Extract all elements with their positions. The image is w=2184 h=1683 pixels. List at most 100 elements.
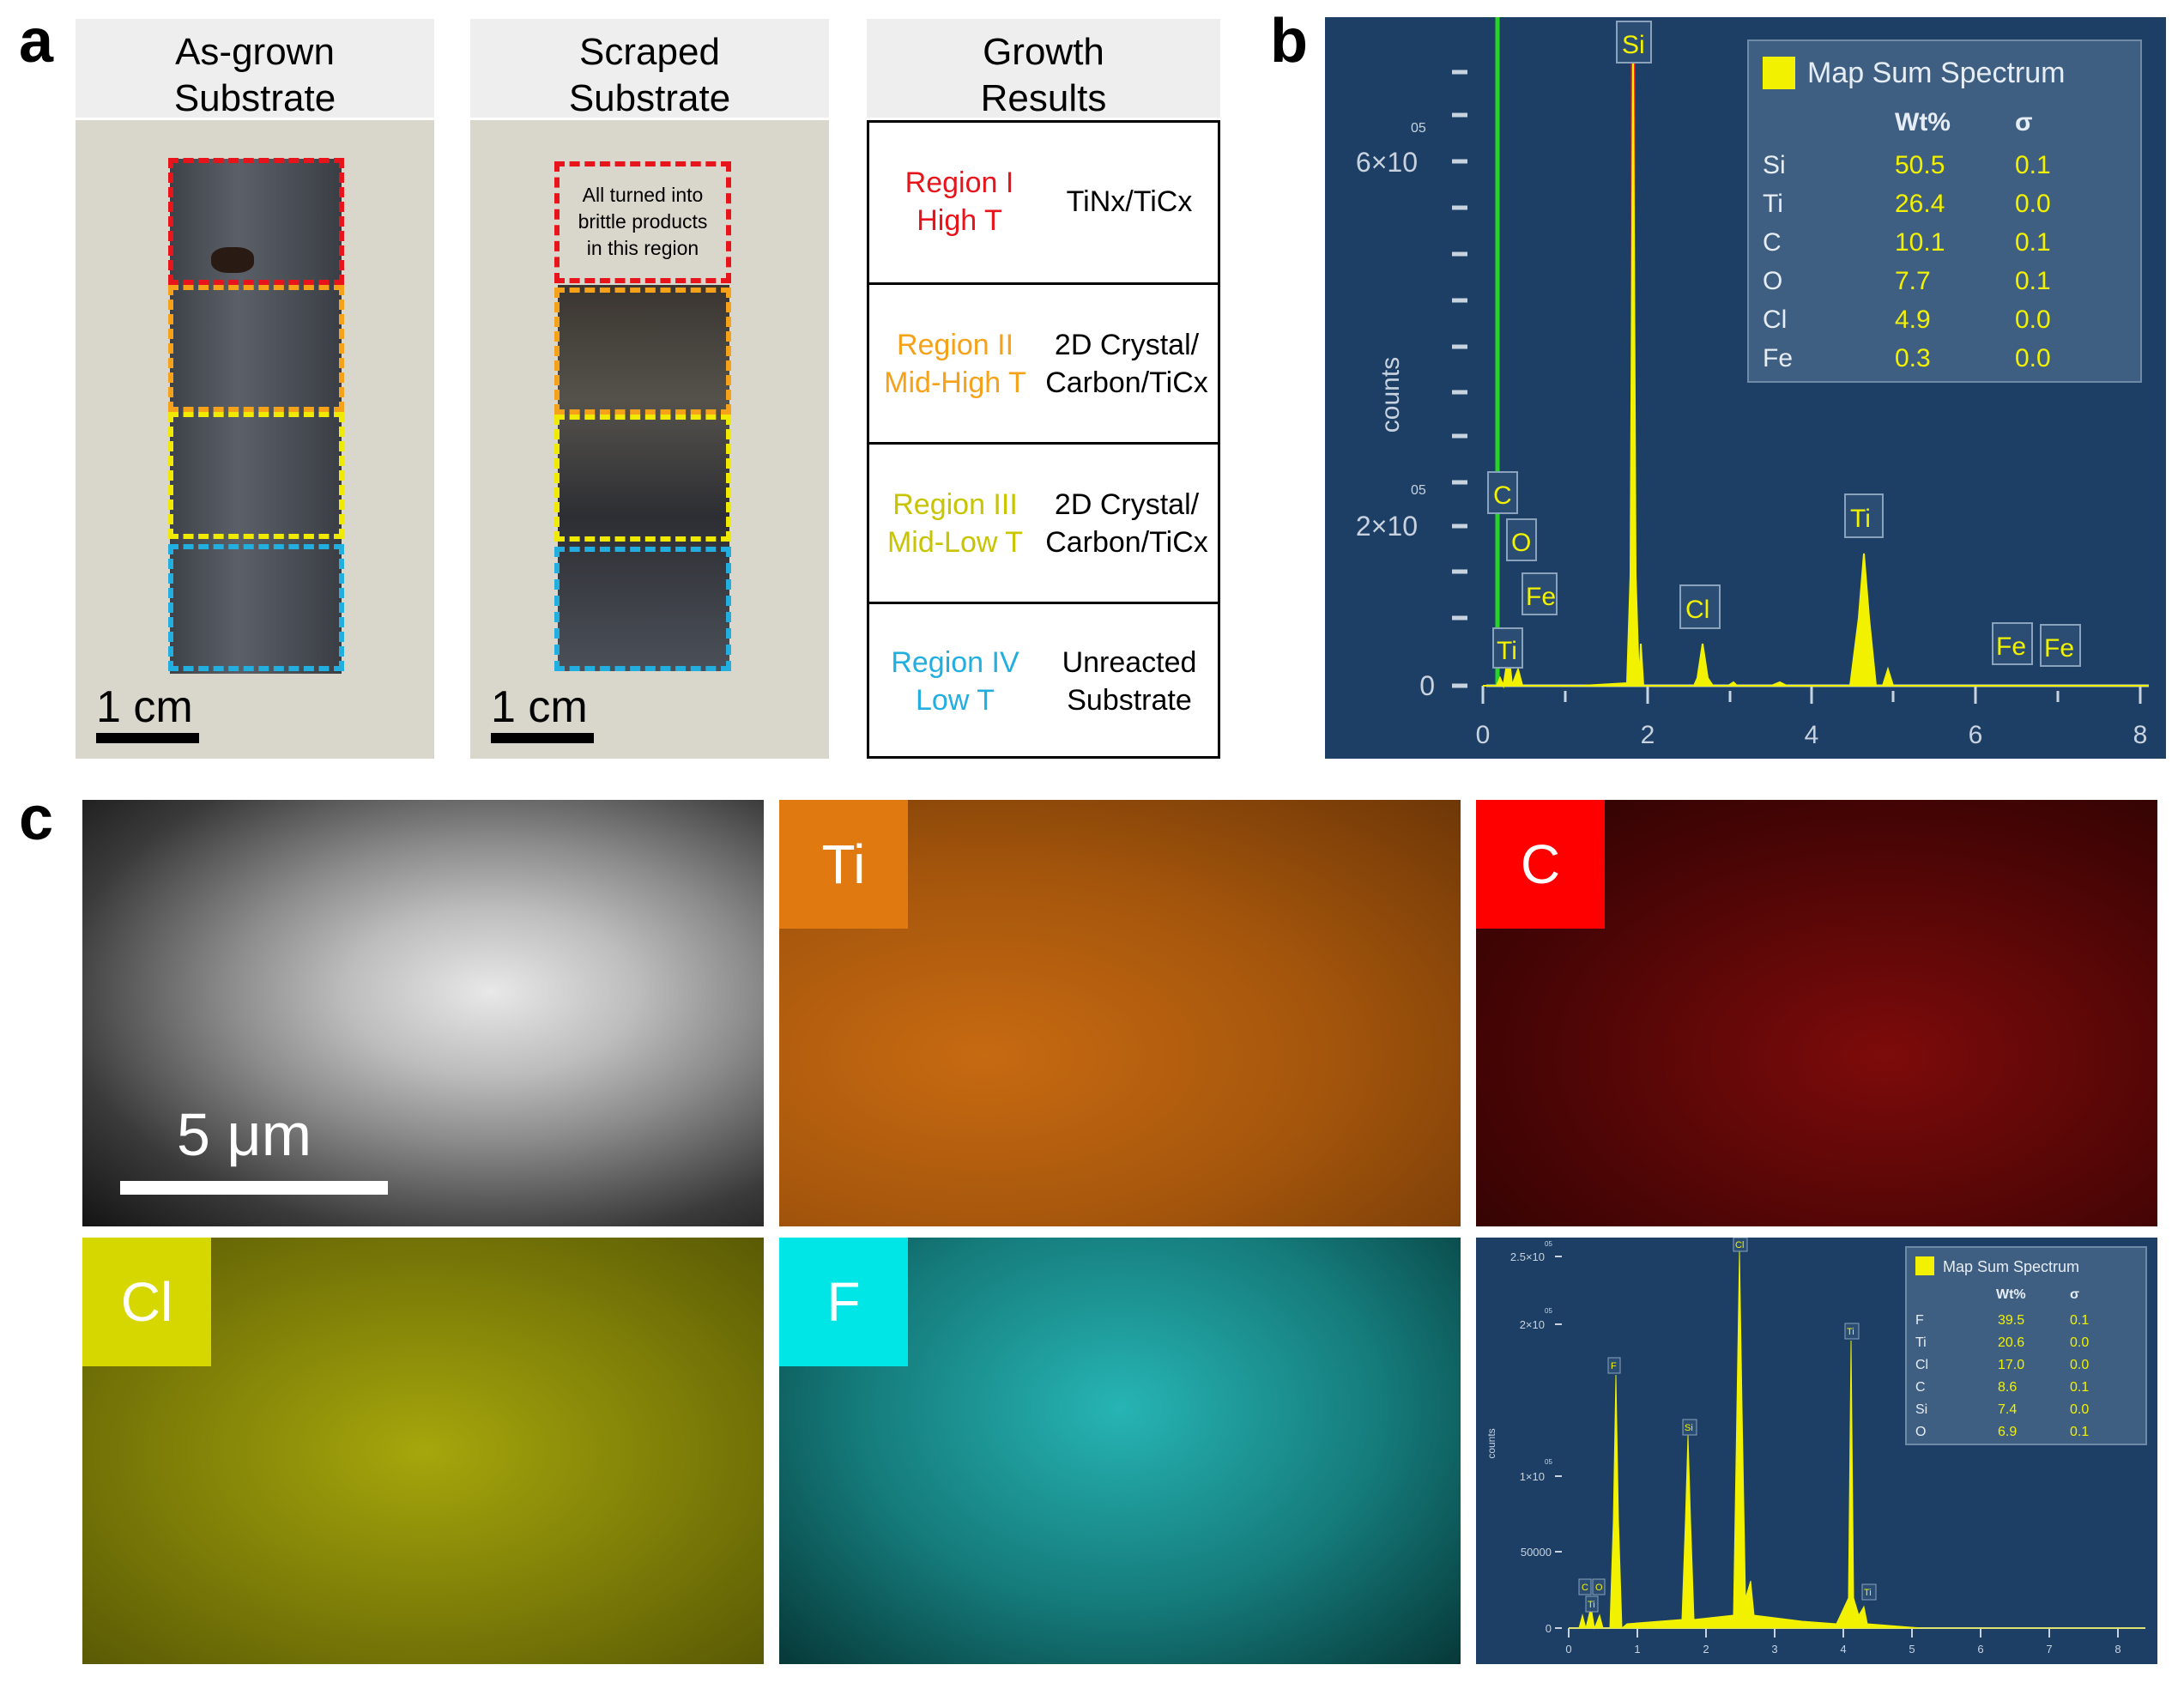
peak-label-si: Si bbox=[1622, 31, 1645, 59]
y-tick-exponents-c: 05 05 05 bbox=[1545, 1240, 1552, 1466]
legend-wt: 7.7 bbox=[1895, 267, 1931, 295]
scraped-region-i-box bbox=[554, 161, 731, 283]
x-tick-labels-c: 0 1 2 3 4 5 6 7 8 bbox=[1565, 1643, 2120, 1656]
scale-bar-2 bbox=[491, 733, 594, 743]
table-row-region-ii: Region II Mid-High T 2D Crystal/ Carbon/… bbox=[869, 282, 1218, 442]
peak-box-c bbox=[1487, 471, 1518, 514]
legend-el: C bbox=[1763, 228, 1782, 257]
burn-spot bbox=[211, 247, 254, 273]
peak-labels: Si C O Fe Ti Cl Ti Fe Fe bbox=[1487, 21, 2081, 669]
region-i-line2: High T bbox=[917, 204, 1002, 237]
region-iv-line2: Low T bbox=[916, 684, 995, 717]
legend-wt: 17.0 bbox=[1998, 1358, 2025, 1372]
peak-label-ti: Ti bbox=[1850, 505, 1871, 533]
peak-box-c-ti bbox=[1844, 1323, 1860, 1340]
legend-wt: 26.4 bbox=[1895, 190, 1945, 218]
region-ii-line1: Region II bbox=[896, 329, 1014, 361]
legend-row: F 39.5 0.1 bbox=[1915, 1310, 2139, 1332]
peak-box-si bbox=[1616, 21, 1652, 64]
region-i-box bbox=[168, 158, 344, 285]
x-tick-8: 8 bbox=[2133, 721, 2148, 749]
region-iv-result-line2: Substrate bbox=[1067, 684, 1192, 717]
region-iv-result-line1: Unreacted bbox=[1062, 646, 1197, 679]
y-exp-c-2e5: 05 bbox=[1545, 1307, 1552, 1315]
legend-title-c: Map Sum Spectrum bbox=[1943, 1258, 2080, 1275]
legend-wt: 6.9 bbox=[1998, 1425, 2018, 1439]
scrape-note-line2: brittle products bbox=[578, 210, 708, 233]
y-ticks bbox=[1452, 70, 1467, 688]
y-tick-c-1e5: 1×10 bbox=[1520, 1470, 1545, 1483]
f-map-label: F bbox=[779, 1238, 908, 1366]
region-iv-label: Region IV Low T bbox=[869, 644, 1041, 719]
peak-label-fe-2: Fe bbox=[2044, 634, 2074, 663]
scraped-region-iv-box bbox=[554, 547, 731, 671]
as-grown-header: As-grown Substrate bbox=[76, 19, 434, 119]
peak-label-c-c: C bbox=[1582, 1583, 1588, 1593]
legend-el: Fe bbox=[1763, 344, 1794, 372]
f-map: F bbox=[779, 1238, 1461, 1664]
panel-b-letter: b bbox=[1270, 7, 1308, 76]
as-grown-photo: 1 cm bbox=[76, 120, 434, 759]
x-tick-c-8: 8 bbox=[2114, 1643, 2120, 1656]
table-row-region-i: Region I High T TiNx/TiCx bbox=[869, 123, 1218, 282]
region-iv-box bbox=[168, 544, 344, 671]
growth-results-header: Growth Results bbox=[867, 19, 1220, 119]
legend-wt: 4.9 bbox=[1895, 306, 1931, 334]
legend-wt: 10.1 bbox=[1895, 228, 1945, 257]
legend-swatch-b bbox=[1763, 57, 1795, 89]
region-i-label: Region I High T bbox=[869, 164, 1050, 239]
spectrum-legend-b: Map Sum Spectrum Wt% σ Si 50.5 0.1 Ti 26.4 0… bbox=[1747, 39, 2142, 383]
spectrum-trace bbox=[1483, 51, 2149, 689]
table-row-region-iii: Region III Mid-Low T 2D Crystal/ Carbon/… bbox=[869, 442, 1218, 602]
legend-row: C 10.1 0.1 bbox=[1763, 223, 2132, 262]
peak-label-c-o: O bbox=[1595, 1583, 1603, 1593]
as-grown-header-line1: As-grown bbox=[175, 31, 335, 73]
peak-box-c-f bbox=[1607, 1357, 1621, 1374]
legend-sigma: 0.1 bbox=[2070, 1313, 2090, 1328]
peak-label-fe-low: Fe bbox=[1526, 583, 1556, 611]
scraped-region-ii-box bbox=[554, 288, 731, 415]
x-tick-c-7: 7 bbox=[2046, 1643, 2052, 1656]
y-tick-2e5: 2×10 bbox=[1356, 511, 1418, 542]
panel-a-letter: a bbox=[19, 7, 54, 76]
legend-el: O bbox=[1763, 267, 1783, 295]
legend-sigma: 0.0 bbox=[2070, 1402, 2090, 1417]
legend-el: Si bbox=[1763, 151, 1786, 179]
scrape-note: All turned into brittle products in this… bbox=[560, 182, 726, 262]
x-tick-2: 2 bbox=[1641, 721, 1655, 749]
y-tick-c-0: 0 bbox=[1546, 1622, 1552, 1635]
peak-label-c-cl: Cl bbox=[1735, 1240, 1744, 1250]
legend-sigma: 0.0 bbox=[2070, 1358, 2090, 1372]
legend-sigma: 0.1 bbox=[2070, 1380, 2090, 1395]
x-ticks-c bbox=[1568, 1628, 2119, 1638]
x-tick-c-5: 5 bbox=[1909, 1643, 1915, 1656]
legend-row: Fe 0.3 0.0 bbox=[1763, 339, 2132, 378]
legend-row: Cl 17.0 0.0 bbox=[1915, 1354, 2139, 1377]
scrape-note-line1: All turned into bbox=[582, 184, 704, 206]
eds-spectrum-c-svg: 0 1 2 3 4 5 6 7 8 0 50000 1×10 2×10 2.5×… bbox=[1485, 1238, 2145, 1656]
legend-row: C 8.6 0.1 bbox=[1915, 1377, 2139, 1399]
region-iii-label: Region III Mid-Low T bbox=[869, 486, 1041, 561]
x-tick-c-4: 4 bbox=[1840, 1643, 1846, 1656]
c-map: C bbox=[1476, 800, 2157, 1226]
legend-sigma: 0.1 bbox=[2015, 228, 2051, 257]
legend-rows-c: F 39.5 0.1 Ti 20.6 0.0 Cl 17.0 0.0 C 8.6 0.1 Si 7… bbox=[1915, 1310, 2139, 1444]
x-tick-c-1: 1 bbox=[1634, 1643, 1640, 1656]
legend-sigma: 0.1 bbox=[2015, 267, 2051, 295]
legend-row: Si 50.5 0.1 bbox=[1763, 146, 2132, 185]
scale-bar-label-1: 1 cm bbox=[96, 682, 193, 732]
legend-swatch-c bbox=[1915, 1256, 1934, 1275]
peak-label-c-f: F bbox=[1611, 1361, 1617, 1371]
c-map-label: C bbox=[1476, 800, 1605, 929]
peak-box-cl bbox=[1679, 584, 1721, 629]
legend-header-sigma-c: σ bbox=[2070, 1287, 2079, 1302]
region-ii-result-line2: Carbon/TiCx bbox=[1045, 366, 1208, 399]
cl-map: Cl bbox=[82, 1238, 764, 1664]
region-iii-box bbox=[168, 412, 344, 539]
region-iii-result-line2: Carbon/TiCx bbox=[1045, 526, 1208, 559]
peak-box-ti bbox=[1844, 493, 1884, 538]
scraped-substrate-strip bbox=[558, 285, 729, 671]
scraped-header-line2: Substrate bbox=[568, 77, 731, 119]
x-tick-c-3: 3 bbox=[1771, 1643, 1777, 1656]
legend-wt: 8.6 bbox=[1998, 1380, 2018, 1395]
